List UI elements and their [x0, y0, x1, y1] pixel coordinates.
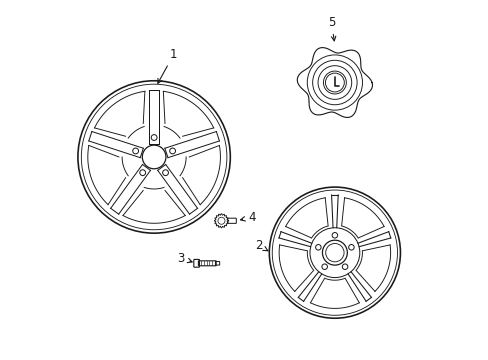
Text: 3: 3	[177, 252, 192, 265]
Text: 1: 1	[158, 48, 177, 83]
Circle shape	[342, 264, 347, 270]
Circle shape	[132, 148, 138, 154]
Circle shape	[321, 264, 327, 270]
Circle shape	[163, 170, 168, 176]
Circle shape	[151, 135, 157, 140]
Circle shape	[140, 170, 145, 176]
Circle shape	[331, 233, 337, 238]
Circle shape	[322, 240, 346, 265]
Text: 2: 2	[255, 239, 267, 252]
Circle shape	[169, 148, 175, 154]
Circle shape	[142, 145, 165, 169]
Circle shape	[348, 244, 353, 250]
Text: 4: 4	[240, 211, 255, 224]
Circle shape	[315, 244, 321, 250]
Circle shape	[325, 243, 344, 262]
Text: 5: 5	[327, 16, 335, 41]
